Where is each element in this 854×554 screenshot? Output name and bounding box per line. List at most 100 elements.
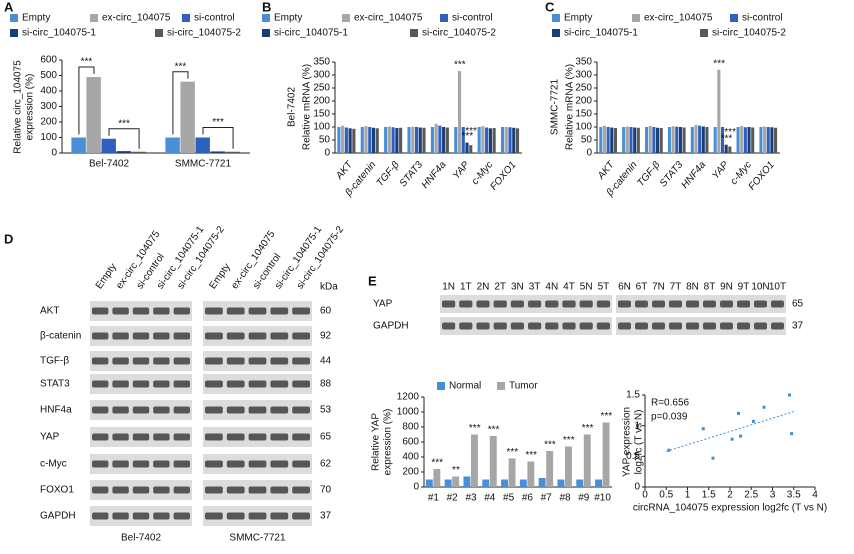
unit-label: kDa	[320, 282, 338, 293]
blot-band	[248, 380, 267, 388]
blot-band	[510, 322, 524, 330]
y-tick-label: 0	[413, 482, 419, 493]
blot-band	[737, 300, 750, 308]
blot-band	[618, 300, 631, 308]
bar	[512, 127, 516, 153]
bar	[461, 127, 465, 153]
blot-band	[153, 307, 170, 315]
bar	[759, 127, 763, 153]
blot-band	[292, 380, 310, 388]
kda-label: 88	[320, 379, 332, 390]
significance: ***	[721, 133, 733, 144]
blot-band	[92, 406, 109, 414]
bar	[422, 127, 426, 153]
bar	[724, 144, 728, 153]
blot-band	[720, 322, 733, 330]
protein-label: YAP	[373, 299, 393, 310]
legend-label: ex-circ_104075	[644, 13, 713, 24]
y-tick-label: 150	[575, 109, 592, 120]
blot-band	[686, 322, 699, 330]
legend-label: si-control	[742, 13, 783, 24]
blot-band	[442, 300, 456, 308]
legend-label: si-circ_104075-1	[22, 28, 96, 39]
legend-label: Empty	[22, 13, 50, 24]
blot-band	[153, 486, 170, 494]
y-tick-label: 200	[402, 467, 419, 478]
blot-band	[112, 357, 129, 365]
significance-bracket	[172, 71, 189, 135]
bar	[395, 128, 399, 153]
bar	[452, 476, 460, 487]
bar	[442, 127, 446, 153]
bar	[659, 128, 663, 153]
blot-band	[635, 300, 648, 308]
blot-band	[92, 307, 109, 315]
y-tick-label: 350	[313, 57, 330, 68]
bar	[622, 127, 626, 153]
protein-label: AKT	[40, 306, 59, 317]
blot-band	[562, 300, 576, 308]
bar	[481, 126, 485, 153]
legend-swatch	[730, 14, 738, 22]
y-tick-label: 0	[634, 482, 640, 493]
bar	[165, 137, 180, 153]
blot-band	[132, 460, 150, 468]
legend-swatch	[552, 14, 560, 22]
bar	[457, 71, 462, 153]
legend-label: si-circ_104075-2	[712, 28, 786, 39]
bar	[770, 127, 774, 153]
blot-band	[92, 486, 109, 494]
blot-background	[440, 295, 612, 313]
bar	[116, 151, 131, 153]
blot-band	[292, 486, 310, 494]
y-tick-label: 50	[581, 135, 593, 146]
bar	[407, 127, 411, 153]
bar	[341, 125, 345, 153]
y-axis-title: Relative mRNA (%)	[302, 64, 313, 150]
blot-band	[686, 300, 699, 308]
bar	[538, 478, 546, 487]
legend-swatch	[262, 29, 270, 37]
y-axis-title: expression (%)	[25, 74, 36, 141]
blot-band	[510, 300, 524, 308]
blot-band	[132, 486, 150, 494]
bar	[740, 125, 744, 153]
protein-label: β-catenin	[40, 331, 81, 342]
y-tick-label: 400	[40, 86, 57, 97]
blot-band	[754, 322, 767, 330]
bar	[766, 127, 770, 153]
blot-band	[737, 322, 750, 330]
blot-band	[173, 460, 190, 468]
y-axis-title: Relative YAP	[371, 413, 382, 471]
lane-label: 7N	[652, 282, 665, 293]
blot-band	[205, 433, 223, 441]
blot-band	[270, 357, 289, 365]
bar	[599, 127, 603, 153]
significance: ***	[454, 60, 466, 71]
significance: ***	[563, 435, 575, 446]
bar	[625, 126, 629, 153]
legend-swatch	[700, 29, 708, 37]
bar	[210, 151, 225, 153]
bar	[501, 479, 508, 487]
point	[701, 427, 705, 431]
bar	[489, 436, 497, 487]
blot-band	[173, 332, 190, 340]
protein-label: HNF4a	[40, 405, 72, 416]
bar	[387, 126, 391, 153]
blot-band	[153, 406, 170, 414]
x-axis-title: circRNA_104075 expression log2fc (T vs N…	[633, 503, 827, 514]
blot-band	[292, 433, 310, 441]
blot-band	[493, 300, 507, 308]
bar	[515, 128, 520, 153]
bar	[606, 127, 610, 153]
lane-label: 7T	[670, 282, 682, 293]
blot-band	[112, 486, 129, 494]
blot-band	[132, 380, 150, 388]
protein-label: STAT3	[40, 379, 70, 390]
y-tick-label: 0	[324, 148, 330, 159]
bar	[667, 127, 671, 153]
bar	[364, 126, 368, 153]
legend-label: si-control	[452, 13, 493, 24]
blot-band	[270, 486, 289, 494]
